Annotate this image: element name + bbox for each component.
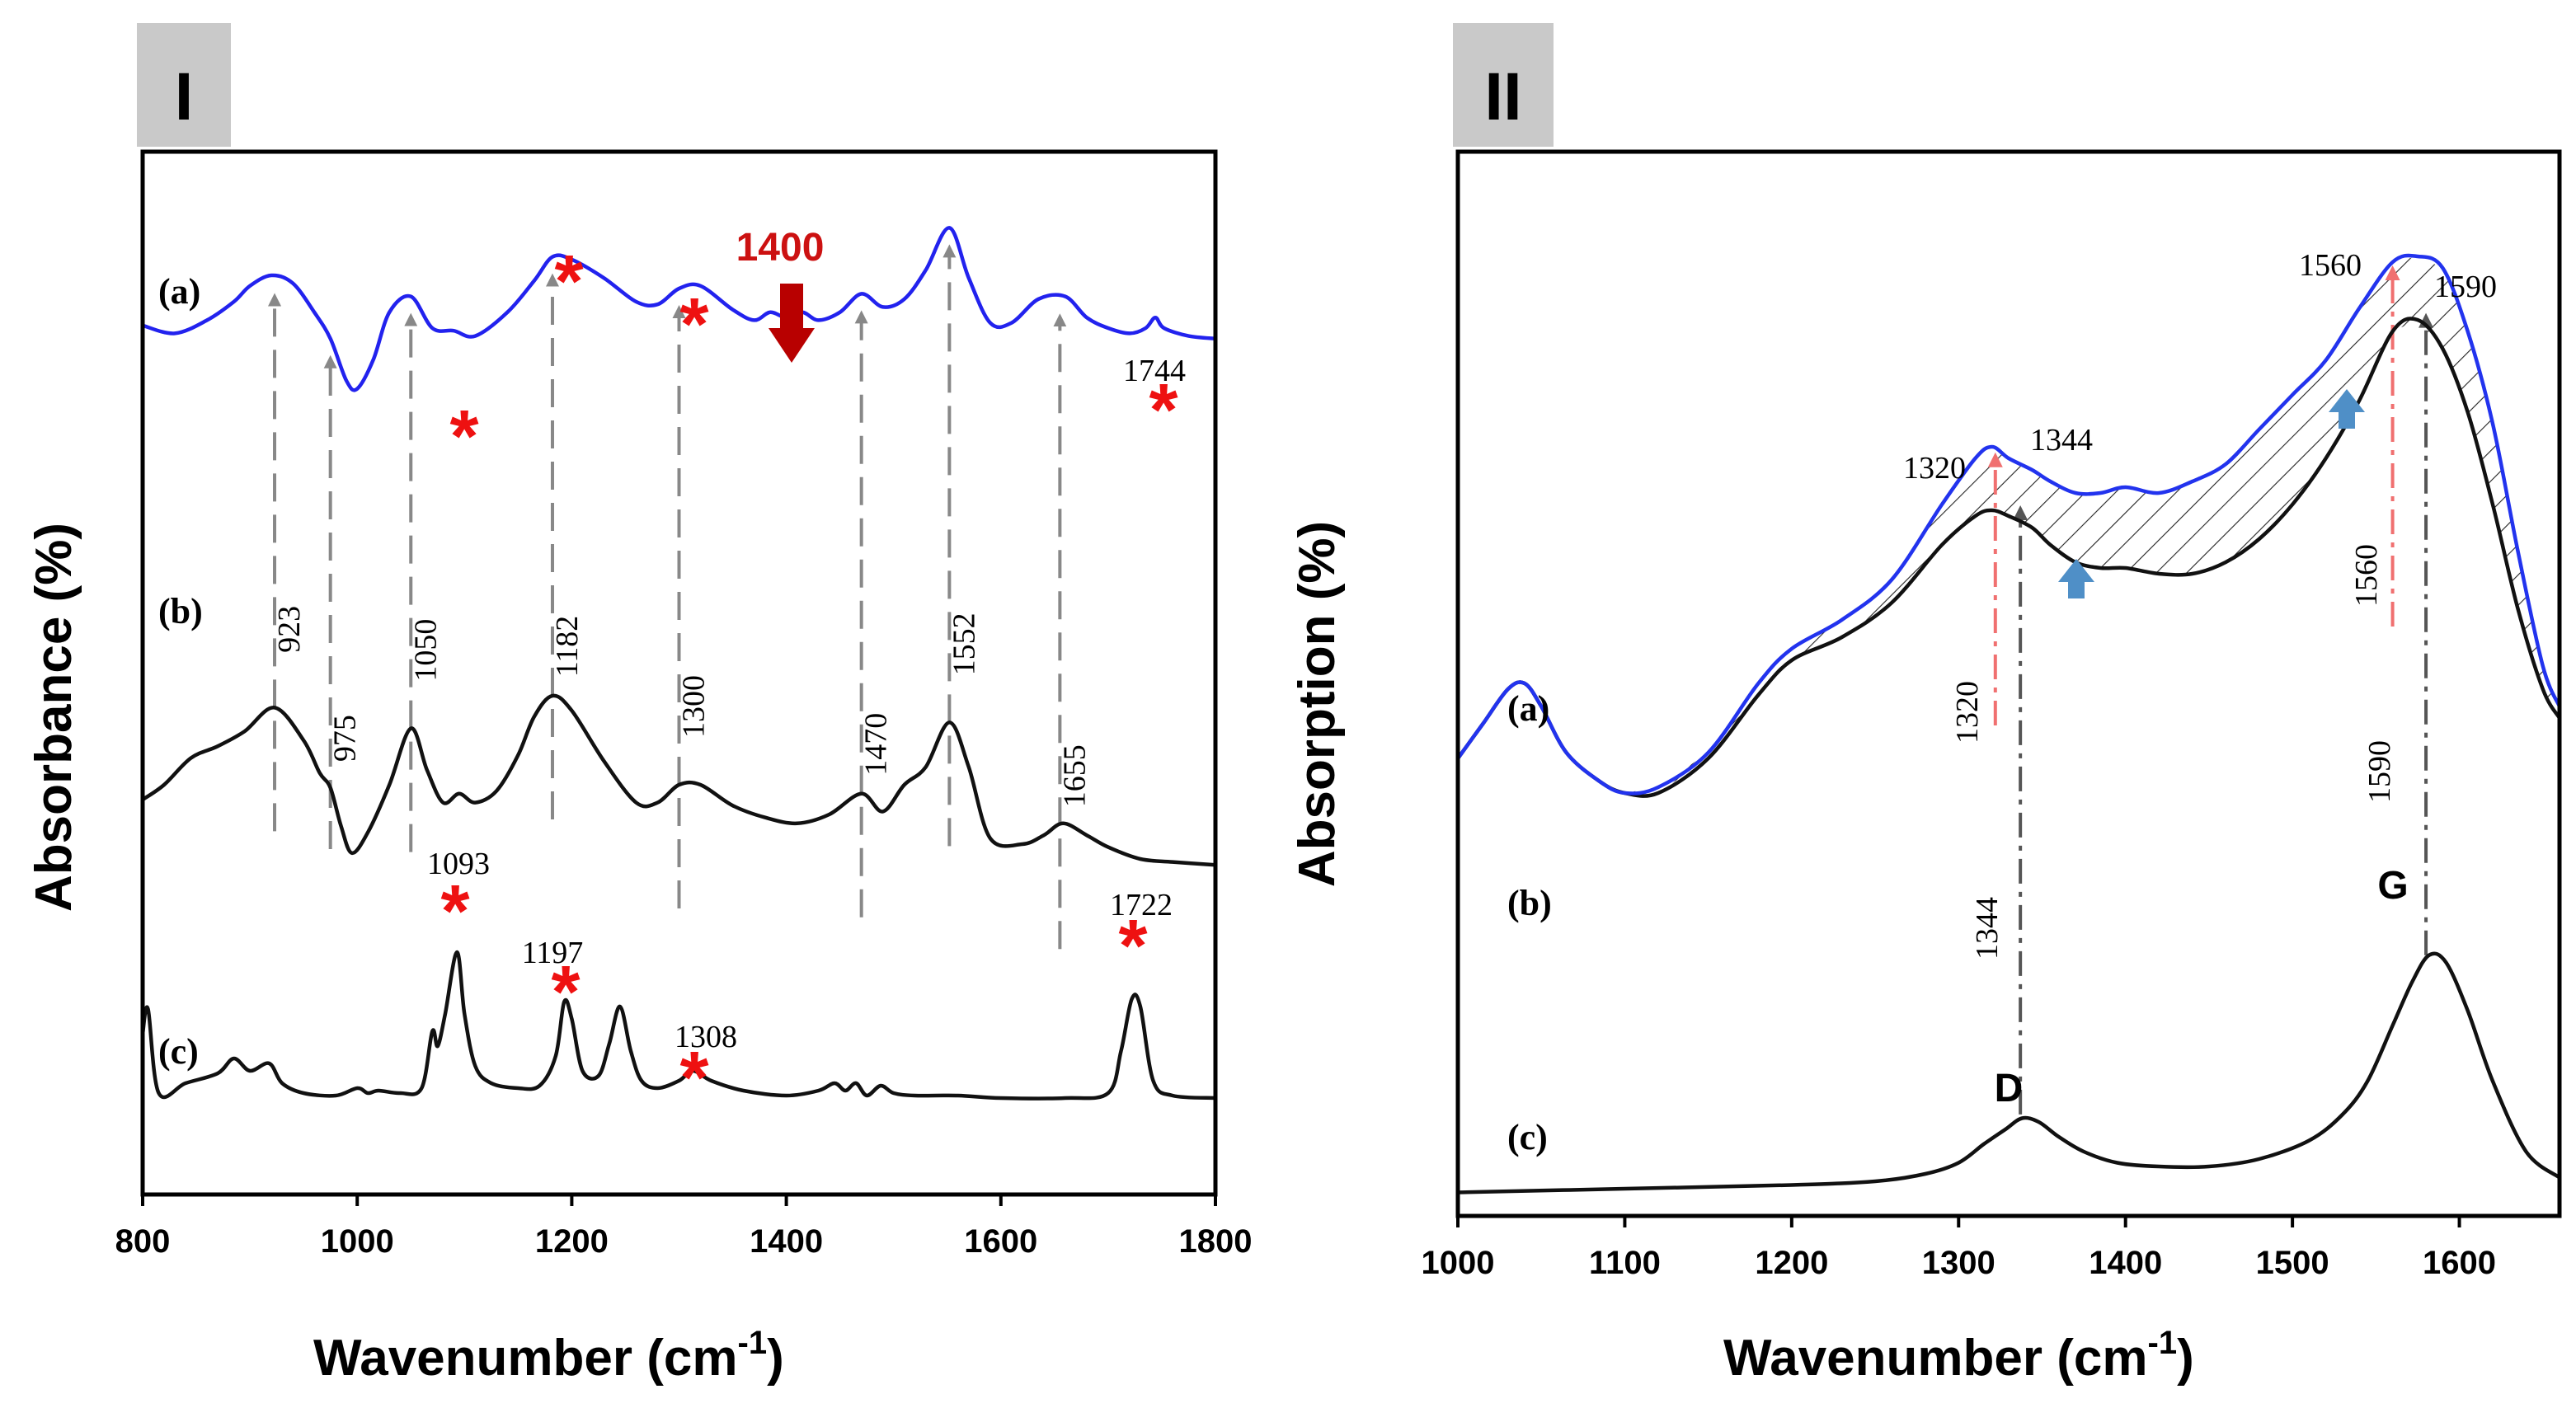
panel-II-curves (1456, 253, 2562, 1194)
peak-label-1470: 1470 (859, 713, 894, 776)
peak-label-1722: 1722 (1110, 888, 1173, 922)
star-icon: * (554, 241, 583, 323)
peak-label-1744: 1744 (1123, 354, 1186, 388)
difference-area (1458, 256, 2560, 793)
panel-I-x-ticks: 800 1000 1200 1400 1600 1800 (115, 1194, 1253, 1260)
star-icon: * (1149, 369, 1178, 452)
peak-label-1560-top: 1560 (2299, 248, 2362, 283)
panel-I-curve-c-label: (c) (158, 1031, 199, 1072)
panel-II-series-b (1456, 317, 2561, 798)
peak-label-1552: 1552 (947, 612, 981, 675)
band-label-G: G (2377, 864, 2408, 908)
x-tick-label: 1400 (750, 1223, 823, 1260)
panel-I-series-a (142, 226, 1216, 392)
x-tick-label: 800 (115, 1223, 171, 1260)
peak-label-1320-top: 1320 (1903, 451, 1966, 486)
panel-I-series-b (141, 693, 1216, 867)
panel-II-y-axis-title: Absorption (%) (1289, 521, 1346, 887)
panel-I-series-c (140, 950, 1216, 1101)
panel-II-tab (1453, 23, 1554, 147)
peak-label-1050: 1050 (408, 619, 443, 682)
band-label-D: D (1995, 1067, 2024, 1110)
panel-I-frame (140, 149, 1218, 1197)
x-tick-label: 1400 (2089, 1245, 2162, 1281)
panel-II-curve-b-label: (b) (1507, 883, 1552, 923)
x-tick-label: 1000 (321, 1223, 394, 1260)
panel-I-curve-b-label: (b) (158, 591, 203, 631)
peak-label-1590-rot: 1590 (2362, 740, 2397, 803)
peak-label-1308: 1308 (675, 1020, 737, 1054)
panel-I-curves (140, 226, 1216, 1101)
panel-I-label: I (175, 59, 194, 134)
panel-II-curve-c-label: (c) (1507, 1117, 1548, 1157)
peak-label-1182: 1182 (550, 616, 585, 678)
peak-label-1560-rot: 1560 (2349, 544, 2384, 607)
peak-label-1344-rot: 1344 (1970, 897, 2005, 960)
peak-1400-highlight-label: 1400 (736, 226, 825, 270)
star-icon: * (679, 1037, 708, 1119)
x-tick-label: 1600 (964, 1223, 1037, 1260)
panel-II-x-ticks: 1000 1100 1200 1300 1400 1500 1600 (1422, 1216, 2496, 1281)
peak-label-1590-top: 1590 (2434, 270, 2497, 304)
x-tick-label: 1000 (1422, 1245, 1495, 1281)
x-tick-label: 1300 (1922, 1245, 1995, 1281)
panel-II-label: II (1484, 59, 1522, 134)
x-tick-label: 1800 (1179, 1223, 1253, 1260)
peak-label-1344-top: 1344 (2030, 423, 2093, 458)
panel-II-difference-hatch (1458, 256, 2560, 793)
peak-label-1093: 1093 (427, 847, 490, 881)
panel-II-frame (1455, 149, 2562, 1218)
panel-I-x-axis-title: Wavenumber (cm-1) (313, 1325, 784, 1387)
peak-marker-1320-arrowhead (1987, 452, 2003, 467)
x-tick-label: 1200 (535, 1223, 609, 1260)
panel-II-peak-markers (1987, 265, 2434, 1115)
star-icon: * (1118, 905, 1147, 988)
peak-label-923: 923 (272, 606, 307, 653)
panel-II-x-axis-title: Wavenumber (cm-1) (1723, 1325, 2194, 1387)
panel-I-peak-markers: 923 975 1050 1182 1300 1470 1552 1655 (268, 244, 1092, 950)
star-icon: * (440, 871, 469, 953)
panel-I-tab (137, 23, 231, 147)
panel-I: I 923 975 1050 1182 1300 1470 1552 1655 800 1000… (26, 23, 1252, 1387)
star-icon: * (551, 951, 580, 1034)
peak-label-1320-rot: 1320 (1950, 681, 1985, 744)
star-icon: * (449, 396, 478, 478)
peak-label-1655: 1655 (1057, 744, 1092, 807)
blue-up-arrow-icon (2058, 559, 2094, 598)
peak-marker-1560-arrowhead (2385, 265, 2400, 280)
x-tick-label: 1100 (1589, 1245, 1661, 1281)
down-arrow-icon (769, 284, 815, 363)
panel-II-series-c (1457, 951, 2561, 1194)
peak-label-1197: 1197 (522, 936, 584, 970)
x-tick-label: 1200 (1755, 1245, 1828, 1281)
panel-II-series-a (1456, 253, 2562, 796)
x-tick-label: 1600 (2423, 1245, 2496, 1281)
peak-label-1300: 1300 (677, 675, 712, 738)
panel-I-curve-a-label: (a) (158, 271, 200, 312)
panel-II: II 1000 1100 1200 1300 1400 1500 1600 Wavenumb… (1289, 23, 2562, 1387)
panel-II-curve-a-label: (a) (1507, 688, 1549, 729)
panel-I-y-axis-title: Absorbance (%) (26, 523, 82, 912)
blue-up-arrow-icon (2329, 389, 2365, 429)
peak-marker-1344-arrowhead (2013, 505, 2028, 520)
x-tick-label: 1500 (2256, 1245, 2329, 1281)
peak-label-975: 975 (328, 715, 363, 762)
star-icon: * (679, 284, 708, 366)
